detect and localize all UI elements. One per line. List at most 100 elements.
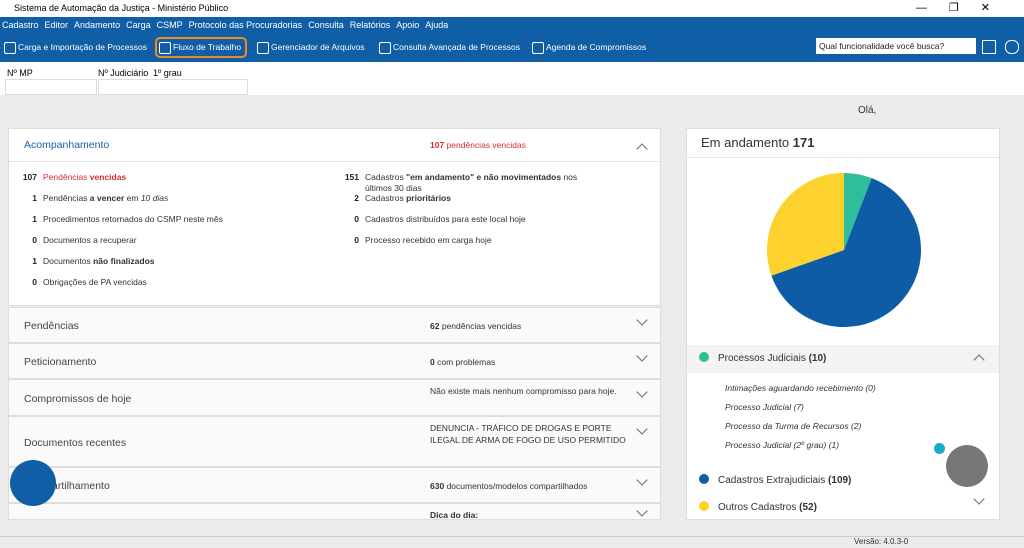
menu-item[interactable]: Cadastro	[2, 20, 39, 30]
text-part[interactable]: em	[124, 193, 141, 203]
text-part[interactable]: Cadastros	[365, 172, 407, 182]
menu-item[interactable]: Editor	[44, 20, 69, 30]
text-part[interactable]: Pendências	[43, 172, 90, 182]
home-icon[interactable]	[982, 40, 996, 54]
item-text: Obrigações de PA vencidas	[43, 277, 283, 288]
legend-swatch	[699, 501, 709, 511]
menu-item[interactable]: Andamento	[74, 20, 121, 30]
item-text: Cadastros distribuídos para este local h…	[365, 214, 605, 225]
collapse-chevron[interactable]	[636, 143, 648, 155]
expand-chevron[interactable]	[636, 423, 648, 435]
accordion-section: Compartilhamento 630 documentos/modelos c…	[8, 467, 661, 503]
text-part[interactable]: 10 dias	[140, 193, 169, 203]
summary-count: 0	[430, 357, 435, 367]
section-summary: 62 pendências vencidas	[430, 320, 630, 332]
text-part[interactable]: Procedimentos retornados do CSMP neste m…	[43, 214, 223, 224]
text-part[interactable]: não finalizados	[93, 256, 155, 266]
user-icon[interactable]	[1005, 40, 1019, 54]
greeting: Olá,	[858, 105, 877, 116]
chat-button[interactable]	[10, 460, 56, 506]
menu-item[interactable]: Relatórios	[349, 20, 391, 30]
text-part[interactable]: Obrigações de PA vencidas	[43, 277, 147, 287]
toolbar-item[interactable]: Agenda de Compromissos	[530, 39, 646, 56]
legend-item[interactable]: Outros Cadastros (52)	[699, 501, 817, 513]
text-part[interactable]: nos últimos 30 dias	[365, 172, 578, 193]
menu-item[interactable]: Apoio	[396, 20, 420, 30]
search-box[interactable]: Qual funcionalidade você busca?	[816, 38, 976, 54]
window-controls[interactable]: —❐✕	[915, 2, 1012, 14]
toolbar-item[interactable]: Consulta Avançada de Processos	[377, 39, 520, 56]
section-summary: Dica do dia:	[430, 509, 630, 521]
section-summary: 0 com problemas	[430, 356, 630, 368]
accordion-section: Pendências 62 pendências vencidas	[8, 307, 661, 343]
pie-chart	[767, 173, 921, 327]
legend-item[interactable]: Cadastros Extrajudiciais (109)	[699, 474, 851, 486]
toolbar-item[interactable]: Gerenciador de Arquivos	[255, 39, 365, 56]
section-title[interactable]: Peticionamento	[24, 356, 97, 368]
legend-detail[interactable]: Intimações aguardando recebimento (0)	[725, 383, 876, 393]
text-part[interactable]: Documentos	[43, 256, 94, 266]
text-part[interactable]: Cadastros	[365, 193, 407, 203]
expand-chevron[interactable]	[636, 314, 648, 326]
text-part[interactable]: "em andamento" e não movimentados	[406, 172, 562, 182]
item-text: Procedimentos retornados do CSMP neste m…	[43, 214, 283, 225]
mp-label: Nº MP	[7, 68, 33, 78]
menu-item[interactable]: CSMP	[156, 20, 183, 30]
expand-chevron[interactable]	[636, 504, 648, 517]
item-count: 0	[354, 235, 359, 245]
item-count: 0	[354, 214, 359, 224]
section-title[interactable]: Compromissos de hoje	[24, 392, 132, 405]
item-text: Documentos a recuperar	[43, 235, 283, 246]
legend-name: Processos Judiciais	[718, 353, 806, 364]
legend-detail[interactable]: Processo Judicial (2º grau) (1)	[725, 440, 840, 450]
menu-item[interactable]: Protocolo das Procuradorias	[188, 20, 303, 30]
text-part[interactable]: Documentos a recuperar	[43, 235, 137, 245]
tracking-item: 2 Cadastros prioritários	[339, 193, 609, 204]
toolbar-item[interactable]: Fluxo de Trabalho	[154, 37, 248, 58]
degree-select[interactable]: 1º grau	[153, 68, 182, 78]
judicial-label: Nº Judiciário	[98, 68, 149, 78]
text-part[interactable]: Processo recebido em carga hoje	[365, 235, 492, 245]
mp-input[interactable]	[5, 79, 97, 95]
section-title[interactable]: Acompanhamento	[24, 139, 110, 151]
expand-chevron[interactable]	[636, 474, 648, 486]
summary-text: Dica do dia:	[430, 510, 479, 520]
legend-detail[interactable]: Processo Judicial (7)	[725, 402, 804, 412]
summary-text: documentos/modelos compartilhados	[446, 481, 588, 491]
tips-button[interactable]	[946, 445, 988, 487]
tracking-item: 151 Cadastros "em andamento" e não movime…	[339, 172, 609, 194]
title-bar: Sistema de Automação da Justiça - Minist…	[0, 0, 1024, 17]
item-count: 1	[32, 256, 37, 266]
help-icon[interactable]	[934, 443, 945, 454]
menu-item[interactable]: Consulta	[308, 20, 344, 30]
pie-slice	[767, 173, 844, 276]
section-title[interactable]: Documentos recentes	[24, 436, 127, 449]
legend-count: (52)	[799, 502, 817, 513]
section-title[interactable]: Pendências	[24, 320, 79, 332]
chart-total: 171	[792, 135, 815, 150]
item-text: Pendências vencidas	[43, 172, 283, 183]
summary-text: Não existe mais nenhum compromisso para …	[430, 386, 617, 396]
legend-swatch	[699, 474, 709, 484]
pie-slice	[771, 178, 921, 327]
judicial-input[interactable]	[98, 79, 248, 95]
text-part[interactable]: Cadastros distribuídos para este local h…	[365, 214, 526, 224]
summary: 107 pendências vencidas	[430, 140, 526, 150]
legend-item[interactable]: Processos Judiciais (10)	[699, 352, 826, 364]
summary-text: com problemas	[437, 357, 496, 367]
menu-item[interactable]: Carga	[126, 20, 151, 30]
text-part[interactable]: vencidas	[89, 172, 127, 182]
toolbar-item[interactable]: Carga e Importação de Processos	[2, 39, 147, 56]
tracking-item: 1 Pendências a vencer em 10 dias	[17, 193, 287, 204]
text-part[interactable]: a vencer	[89, 193, 125, 203]
expand-chevron[interactable]	[636, 386, 648, 398]
text-part[interactable]: Pendências	[43, 193, 90, 203]
menu-item[interactable]: Ajuda	[425, 20, 449, 30]
legend-header	[687, 345, 999, 373]
legend-detail[interactable]: Processo da Turma de Recursos (2)	[725, 421, 862, 431]
legend-name: Outros Cadastros	[718, 502, 797, 513]
legend-chevron[interactable]	[973, 493, 985, 505]
text-part[interactable]: prioritários	[406, 193, 451, 203]
legend-count: (109)	[828, 475, 852, 486]
expand-chevron[interactable]	[636, 350, 648, 362]
